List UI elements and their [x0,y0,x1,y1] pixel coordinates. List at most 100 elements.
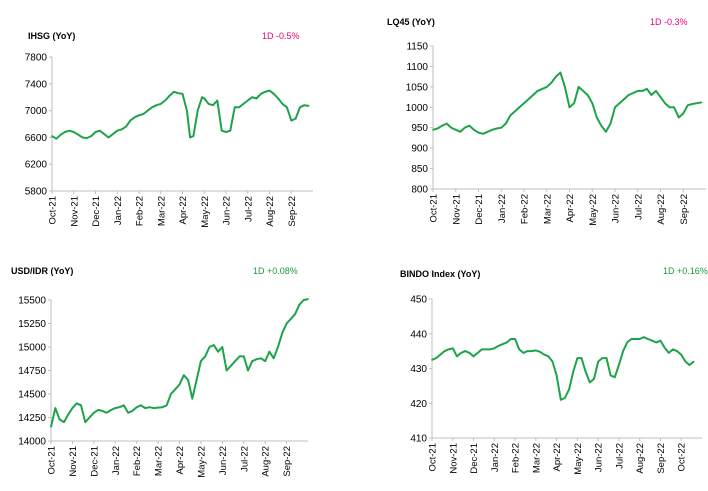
x-tick-label: Aug-22 [635,443,646,474]
data-point [523,102,525,104]
data-point [688,364,691,366]
data-point [298,303,301,306]
data-point [600,124,603,127]
data-point [485,348,487,351]
data-point [559,71,562,74]
data-point [555,374,558,377]
data-point [518,348,520,351]
data-point [676,350,678,352]
data-point [593,378,595,380]
data-point [251,360,254,362]
data-point [505,122,507,125]
data-point [464,126,466,129]
data-point [641,90,644,92]
data-point [272,357,275,360]
data-point [277,346,279,348]
data-point [518,106,521,109]
data-point [114,407,117,409]
data-point [450,126,452,129]
y-tick-label: 7000 [25,106,48,117]
data-point [103,133,105,135]
data-point [482,133,484,135]
data-point [216,99,219,102]
data-point [530,350,533,352]
lq45-chart: LQ45 (YoY) 1D -0.3% 800 850 900 950 1000 1050… [354,0,708,245]
data-point [281,103,284,105]
data-point [195,379,198,381]
x-tick-label: Sep-22 [282,446,293,477]
data-point [468,352,471,354]
data-point [170,393,172,395]
data-point [506,341,508,344]
data-point [456,355,458,358]
data-point [238,106,240,109]
data-point [93,412,95,414]
data-point [286,106,288,109]
data-point [541,88,543,90]
data-point [105,412,108,414]
data-point [601,357,604,359]
data-point [233,106,236,109]
y-tick-label: 7400 [25,79,48,90]
x-tick-label: Sep-22 [287,196,298,227]
data-point [290,318,292,320]
data-point [208,346,211,348]
data-point [230,365,232,367]
x-tick-label: Oct-21 [428,443,439,472]
data-point [568,388,570,391]
data-point [680,353,682,356]
data-point [622,350,624,352]
x-tick-label: Mar-22 [542,194,553,224]
x-tick-label: Oct-21 [429,194,440,223]
data-point [489,348,491,351]
data-point [638,338,641,340]
y-tick-label: 6200 [25,160,48,171]
data-point [580,357,583,359]
daily-change: 1D -0.3% [650,17,688,27]
data-point [273,93,275,95]
data-point [550,82,553,84]
data-point [700,101,703,104]
data-point [632,92,634,94]
data-point [151,106,153,109]
x-tick-label: Jun-22 [611,194,622,223]
data-point [659,339,662,342]
data-point [605,357,608,359]
y-tick-label: 430 [410,364,427,375]
daily-change: 1D -0.5% [262,31,300,41]
data-point [668,352,670,354]
data-point [439,353,442,356]
x-tick-label: Jul-22 [239,446,250,472]
bindo-chart: BINDO Index (YoY) 1D +0.16% 410 420 430 440… [354,245,708,491]
usdidr-chart: USD/IDR (YoY) 1D +0.08% 14000 14250 14500 1… [0,245,354,491]
data-point [196,109,199,112]
chart-title: BINDO Index (YoY) [400,269,481,279]
data-point [655,341,658,344]
data-point [303,104,306,106]
x-tick-label: Jan-22 [490,443,501,472]
data-point [177,92,179,94]
data-point [242,103,245,105]
y-tick-label: 7800 [25,53,48,64]
x-tick-label: Oct-21 [48,196,59,225]
data-point [491,129,493,131]
data-point [140,404,142,407]
y-tick-label: 850 [411,164,428,175]
x-tick-label: Oct-22 [677,443,688,472]
data-point [191,397,194,400]
data-point [692,360,695,363]
data-point [691,103,694,105]
data-point [614,376,616,378]
data-point [564,397,566,399]
x-tick-label: Nov-21 [68,446,79,477]
y-tick-label: 15500 [18,296,46,307]
data-point [220,129,223,132]
data-point [234,360,236,362]
data-point [94,131,97,133]
usdidr-plot: 14000 14250 14500 14750 15000 15250 15500 Oct-2… [18,296,309,478]
data-point [174,388,176,391]
data-point [560,399,562,401]
data-point [285,322,288,325]
data-point [264,360,267,362]
data-point [589,381,591,384]
